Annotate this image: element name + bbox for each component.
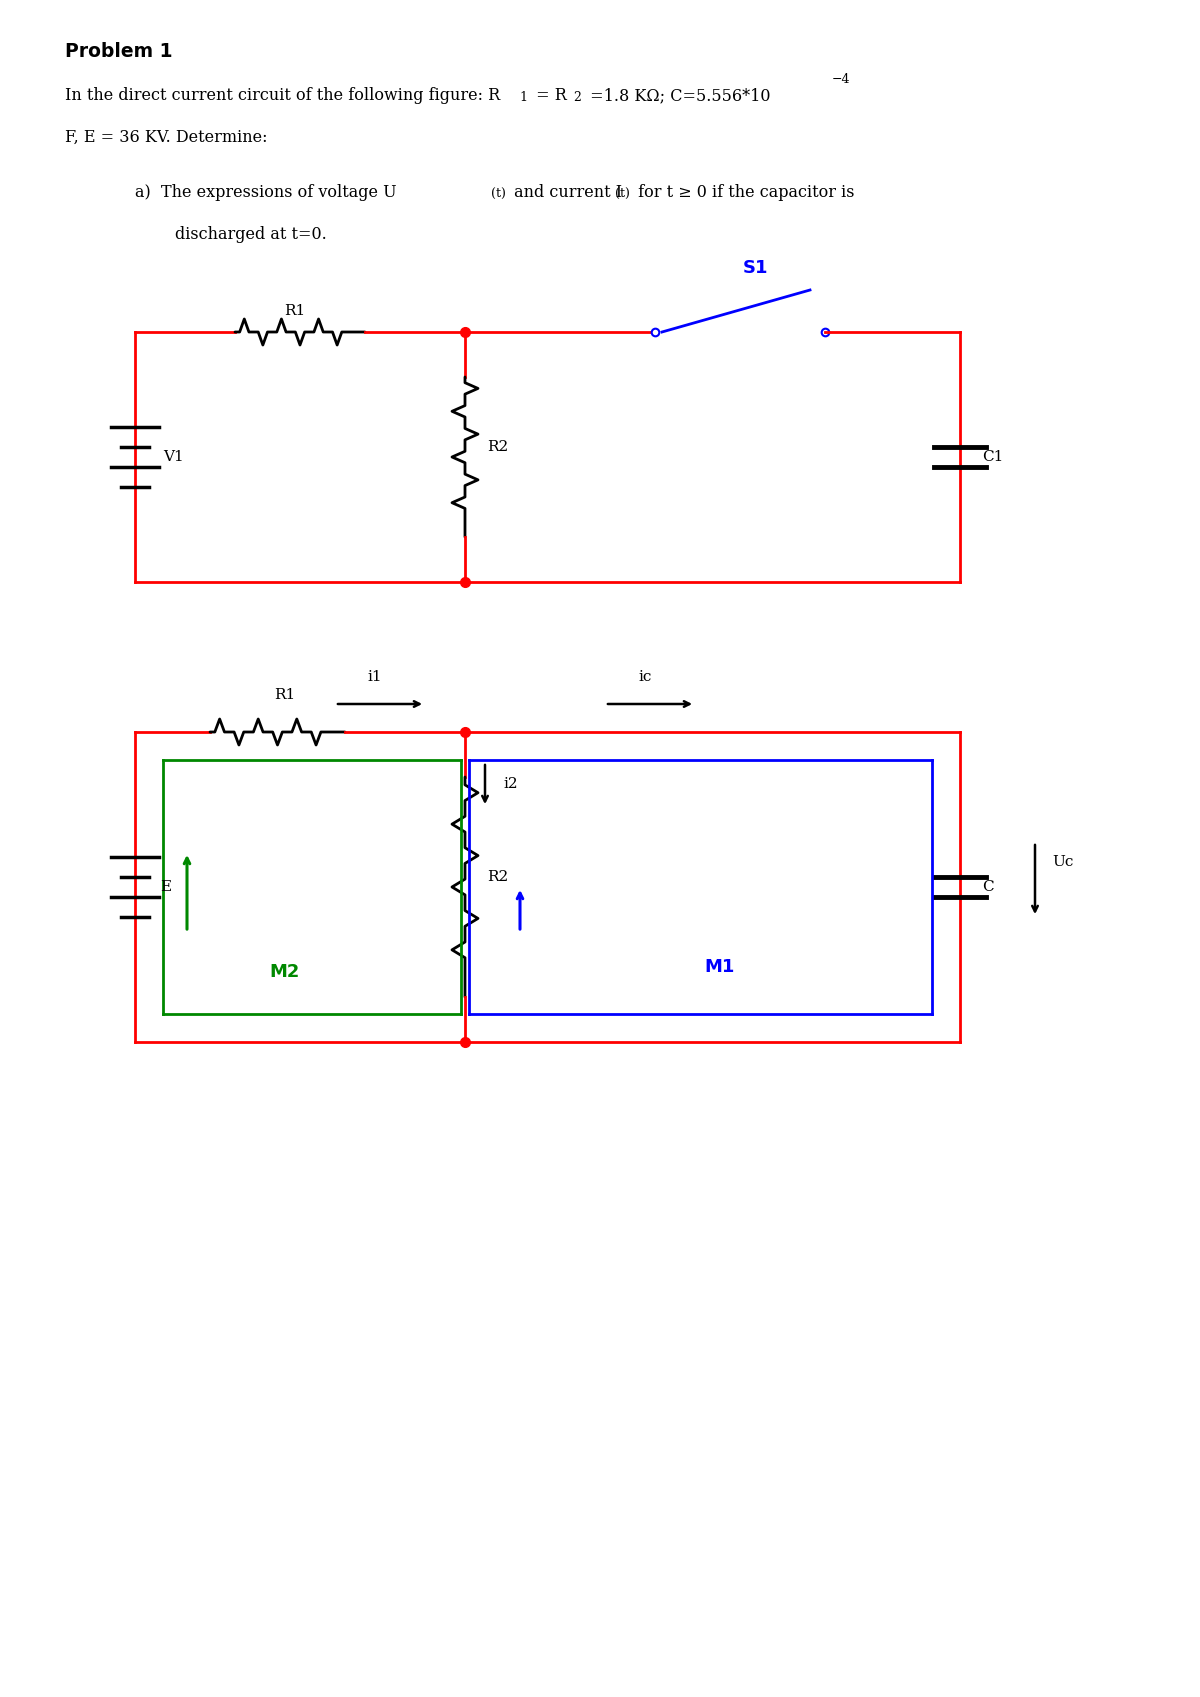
Text: C1: C1 (982, 450, 1003, 463)
Text: M1: M1 (704, 959, 736, 976)
Text: (t): (t) (614, 188, 629, 200)
Text: discharged at t=0.: discharged at t=0. (175, 226, 326, 243)
Text: Problem 1: Problem 1 (65, 42, 173, 61)
Text: a)  The expressions of voltage U: a) The expressions of voltage U (134, 183, 397, 200)
Text: R2: R2 (487, 871, 509, 884)
Text: In the direct current circuit of the following figure: R: In the direct current circuit of the fol… (65, 87, 500, 104)
Text: F, E = 36 KV. Determine:: F, E = 36 KV. Determine: (65, 129, 268, 146)
Text: R1: R1 (284, 304, 306, 317)
Text: R1: R1 (275, 687, 295, 703)
Text: ic: ic (638, 670, 652, 684)
Text: 1: 1 (520, 92, 528, 104)
Text: = R: = R (530, 87, 566, 104)
Text: S1: S1 (743, 260, 768, 277)
Text: =1.8 KΩ; C=5.556*10: =1.8 KΩ; C=5.556*10 (586, 87, 770, 104)
Text: and current I: and current I (509, 183, 622, 200)
Text: −4: −4 (832, 73, 850, 87)
Text: Uc: Uc (1052, 855, 1073, 869)
Text: E: E (160, 881, 172, 894)
Text: R2: R2 (487, 440, 509, 455)
Text: for t ≥ 0 if the capacitor is: for t ≥ 0 if the capacitor is (634, 183, 854, 200)
Text: 2: 2 (574, 92, 581, 104)
Text: M2: M2 (270, 962, 300, 981)
Text: (t): (t) (491, 188, 505, 200)
Text: V1: V1 (163, 450, 184, 463)
Text: i1: i1 (367, 670, 383, 684)
Text: i2: i2 (503, 777, 517, 791)
Text: C: C (982, 881, 994, 894)
